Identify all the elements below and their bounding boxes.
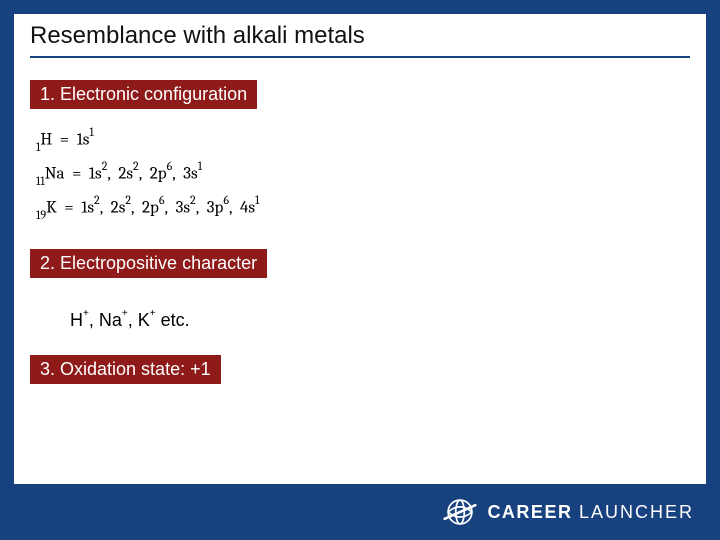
section-heading-config: 1. Electronic configuration xyxy=(30,80,257,109)
electron-config-block: 1H = 1s1 11Na = 1s2, 2s2, 2p6, 3s1 19K =… xyxy=(30,123,690,225)
config-k: 19K = 1s2, 2s2, 2p6, 3s2, 3p6, 4s1 xyxy=(36,191,690,225)
swoosh-globe-icon xyxy=(443,495,477,529)
brand: CAREER LAUNCHER xyxy=(443,495,694,529)
config-h: 1H = 1s1 xyxy=(36,123,690,157)
slide-footer: CAREER LAUNCHER xyxy=(0,484,720,540)
section-heading-electropositive: 2. Electropositive character xyxy=(30,249,267,278)
section-heading-oxidation: 3. Oxidation state: +1 xyxy=(30,355,221,384)
brand-text: CAREER LAUNCHER xyxy=(487,502,694,523)
slide-content: Resemblance with alkali metals 1. Electr… xyxy=(0,0,720,540)
slide-title: Resemblance with alkali metals xyxy=(30,22,690,58)
ions-list: H+, Na+, K+ etc. xyxy=(30,310,690,331)
config-na: 11Na = 1s2, 2s2, 2p6, 3s1 xyxy=(36,157,690,191)
